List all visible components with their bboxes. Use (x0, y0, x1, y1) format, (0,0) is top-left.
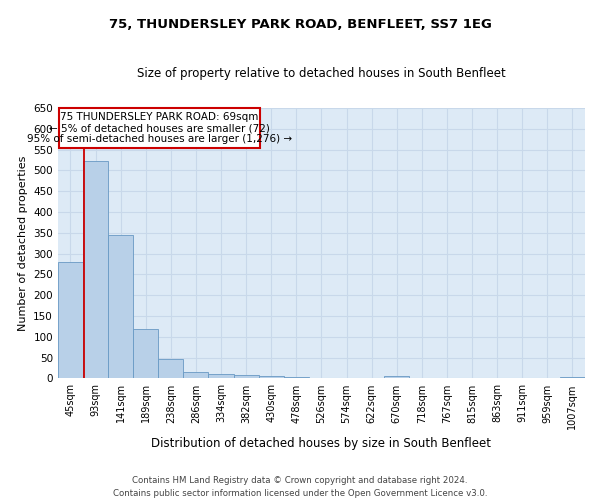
Bar (108, 235, 133, 378)
Text: 75 THUNDERSLEY PARK ROAD: 69sqm: 75 THUNDERSLEY PARK ROAD: 69sqm (61, 112, 259, 122)
Bar (560, 377, 585, 378)
Bar (208, 374, 233, 378)
Bar (184, 372, 208, 378)
Text: 95% of semi-detached houses are larger (1,276) →: 95% of semi-detached houses are larger (… (27, 134, 292, 144)
Title: Size of property relative to detached houses in South Benfleet: Size of property relative to detached ho… (137, 68, 506, 80)
Bar (284, 377, 309, 378)
Bar (233, 375, 259, 378)
Bar (58, 262, 83, 378)
FancyBboxPatch shape (59, 108, 260, 148)
Bar (259, 376, 284, 378)
Bar (83, 162, 108, 378)
Text: ← 5% of detached houses are smaller (72): ← 5% of detached houses are smaller (72) (49, 124, 270, 134)
Text: Contains HM Land Registry data © Crown copyright and database right 2024.
Contai: Contains HM Land Registry data © Crown c… (113, 476, 487, 498)
X-axis label: Distribution of detached houses by size in South Benfleet: Distribution of detached houses by size … (151, 437, 491, 450)
Bar (133, 328, 158, 378)
Y-axis label: Number of detached properties: Number of detached properties (18, 156, 28, 331)
Bar (158, 359, 184, 378)
Text: 75, THUNDERSLEY PARK ROAD, BENFLEET, SS7 1EG: 75, THUNDERSLEY PARK ROAD, BENFLEET, SS7… (109, 18, 491, 30)
Bar (384, 376, 409, 378)
